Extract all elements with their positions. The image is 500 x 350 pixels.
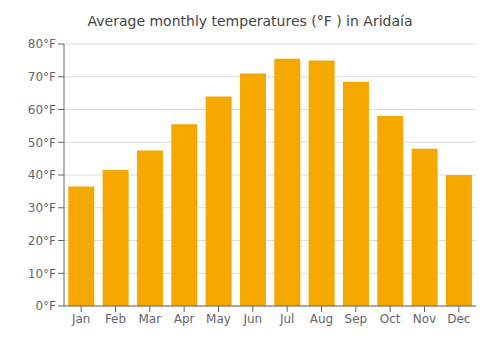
svg-text:Jul: Jul [279, 312, 294, 326]
html-text:Average monthly temperatures (: Average monthly temperatures (°F ) in Ar… [87, 13, 413, 29]
svg-text:Nov: Nov [413, 312, 436, 326]
svg-text:Sep: Sep [345, 312, 368, 326]
svg-text:May: May [206, 312, 231, 326]
svg-text:80°F: 80°F [28, 37, 56, 51]
svg-text:10°F: 10°F [28, 267, 56, 281]
svg-text:50°F: 50°F [28, 136, 56, 150]
svg-text:Jan: Jan [71, 312, 91, 326]
svg-text:60°F: 60°F [28, 103, 56, 117]
svg-text:30°F: 30°F [28, 201, 56, 215]
svg-text:Apr: Apr [174, 312, 195, 326]
svg-text:Dec: Dec [447, 312, 470, 326]
svg-text:70°F: 70°F [28, 70, 56, 84]
svg-text:0°F: 0°F [35, 299, 56, 313]
svg-text:Mar: Mar [139, 312, 162, 326]
svg-text:20°F: 20°F [28, 234, 56, 248]
svg-text:Oct: Oct [380, 312, 401, 326]
svg-text:Aug: Aug [310, 312, 333, 326]
svg-text:40°F: 40°F [28, 168, 56, 182]
svg-text:Jun: Jun [242, 312, 262, 326]
svg-text:Feb: Feb [105, 312, 126, 326]
